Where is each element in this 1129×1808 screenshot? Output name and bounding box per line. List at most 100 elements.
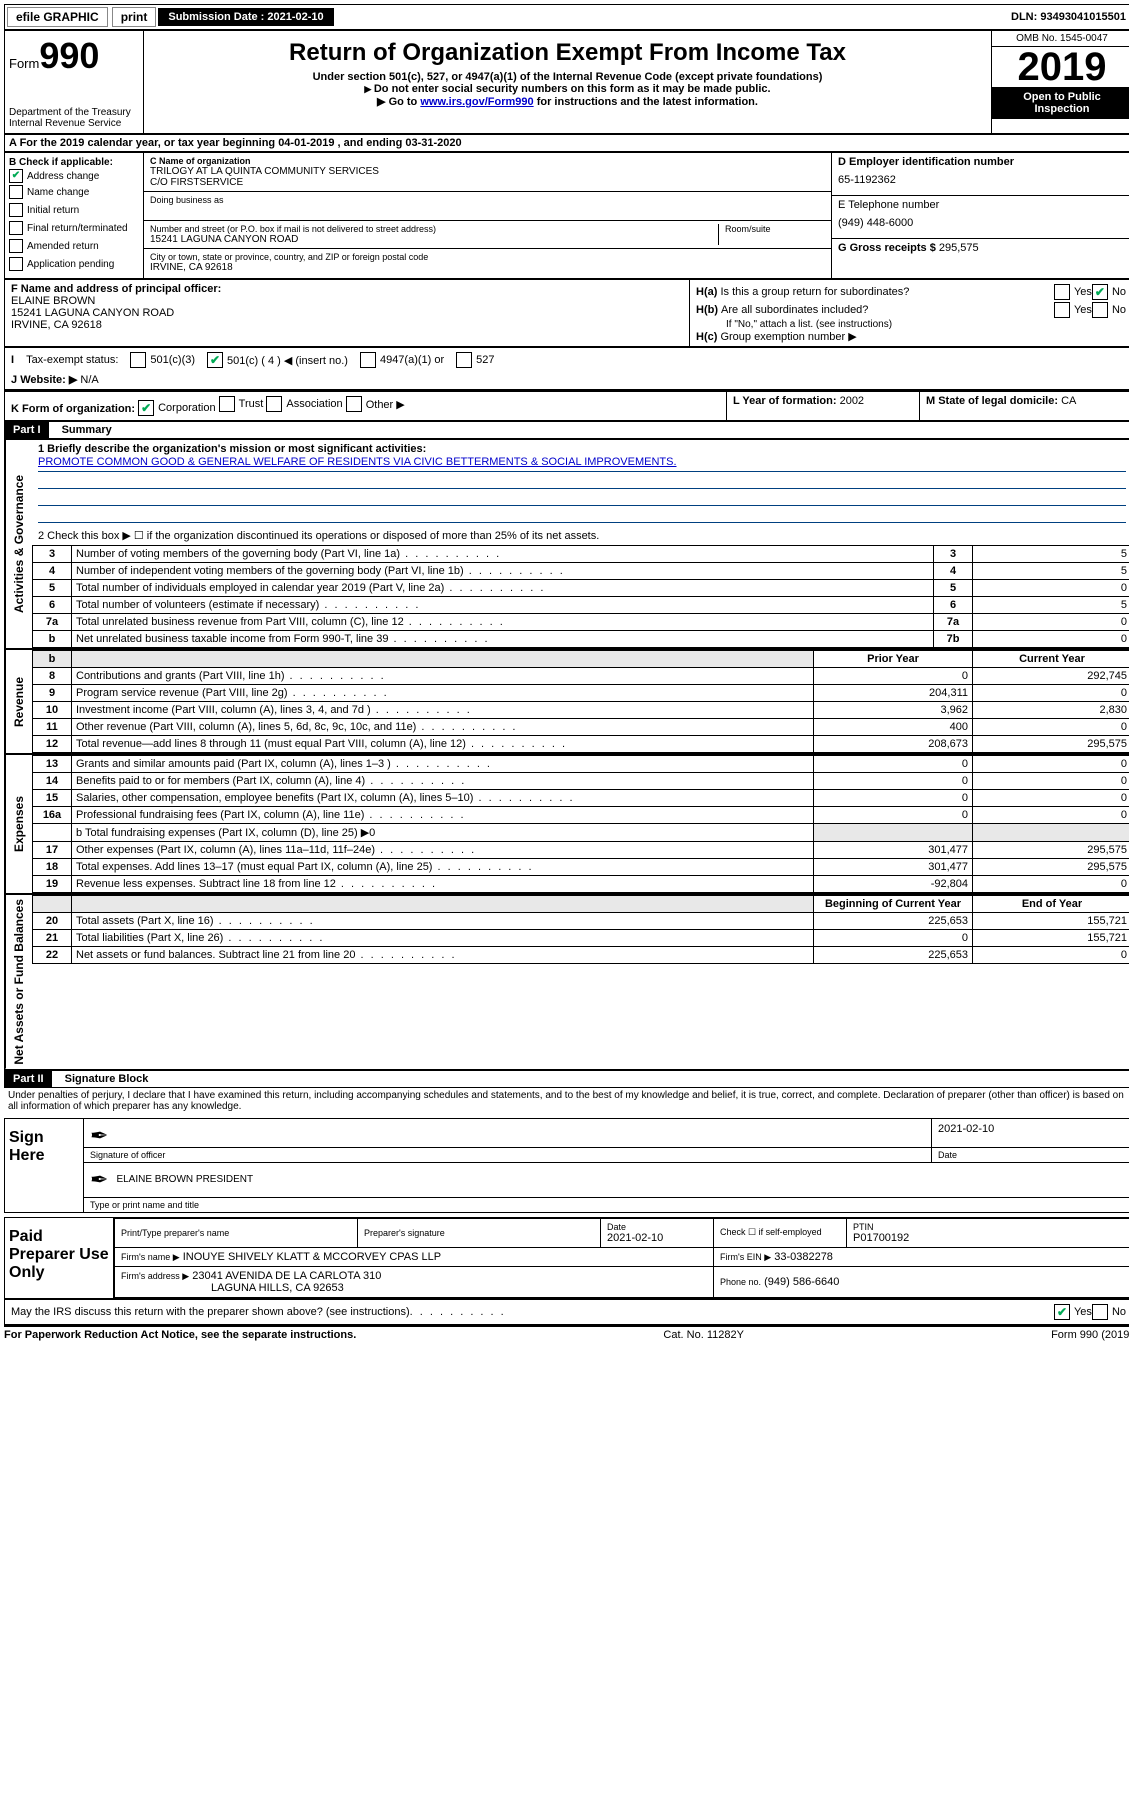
table-row: 15 Salaries, other compensation, employe…: [33, 790, 1129, 807]
gross-receipts-label: G Gross receipts $: [838, 242, 936, 254]
paperwork-notice: For Paperwork Reduction Act Notice, see …: [4, 1329, 356, 1341]
table-row: 13 Grants and similar amounts paid (Part…: [33, 756, 1129, 773]
table-row: 3 Number of voting members of the govern…: [33, 546, 1129, 563]
firm-addr1: 23041 AVENIDA DE LA CARLOTA 310: [192, 1270, 381, 1282]
chk-label: Yes: [1074, 1306, 1092, 1318]
chk-527[interactable]: 527: [456, 352, 494, 368]
section-b-label: B Check if applicable:: [9, 157, 139, 168]
k-label: K Form of organization:: [11, 403, 135, 415]
checkbox-icon: [130, 352, 146, 368]
expenses-table: 13 Grants and similar amounts paid (Part…: [32, 755, 1129, 893]
gross-receipts-value: 295,575: [939, 242, 979, 254]
table-row: 22 Net assets or fund balances. Subtract…: [33, 947, 1129, 964]
pen-icon: ✒: [90, 1167, 108, 1193]
status-website-row: I Tax-exempt status: 501(c)(3) 501(c) ( …: [4, 347, 1129, 391]
chk-initial-return[interactable]: Initial return: [9, 203, 79, 217]
prep-date-value: 2021-02-10: [607, 1232, 707, 1244]
chk-label: Address change: [27, 171, 99, 182]
form990-link[interactable]: www.irs.gov/Form990: [420, 96, 533, 108]
paid-preparer-section: Paid Preparer Use Only Print/Type prepar…: [4, 1217, 1129, 1299]
hb-yes[interactable]: Yes: [1054, 302, 1092, 318]
discuss-yes[interactable]: Yes: [1054, 1304, 1092, 1320]
page-footer: For Paperwork Reduction Act Notice, see …: [4, 1325, 1129, 1341]
exp-side-label: Expenses: [5, 755, 32, 893]
chk-label: No: [1112, 1306, 1126, 1318]
chk-501c[interactable]: 501(c) ( 4 ) ◀ (insert no.): [207, 352, 348, 368]
chk-label: Association: [286, 398, 342, 410]
chk-application-pending[interactable]: Application pending: [9, 257, 114, 271]
prior-year-header: Prior Year: [814, 651, 973, 668]
pen-icon: ✒: [90, 1123, 108, 1149]
firm-ein-label: Firm's EIN ▶: [720, 1252, 771, 1262]
revenue-table: b Prior Year Current Year 8 Contribution…: [32, 650, 1129, 753]
l-label: L Year of formation:: [733, 395, 837, 407]
checkbox-icon: [346, 396, 362, 412]
hb-note: If "No," attach a list. (see instruction…: [696, 319, 1126, 330]
officer-addr1: 15241 LAGUNA CANYON ROAD: [11, 307, 683, 319]
form-number: Form990: [9, 35, 139, 77]
tax-year: 2019: [992, 47, 1129, 87]
checkbox-icon: [1092, 302, 1108, 318]
tax-year-range: A For the 2019 calendar year, or tax yea…: [4, 134, 1129, 152]
goto-post: for instructions and the latest informat…: [534, 96, 758, 108]
efile-graphic-button[interactable]: efile GRAPHIC: [7, 7, 108, 27]
m-value: CA: [1061, 395, 1076, 407]
ein-value: 65-1192362: [838, 168, 1126, 192]
print-button[interactable]: print: [112, 7, 157, 27]
table-row: b Net unrelated business taxable income …: [33, 631, 1129, 648]
return-subtitle: Under section 501(c), 527, or 4947(a)(1)…: [148, 71, 987, 83]
org-care-of: C/O FIRSTSERVICE: [150, 177, 825, 188]
phone-value: (949) 448-6000: [838, 211, 1126, 235]
ha-no[interactable]: No: [1092, 284, 1126, 300]
ein-label: D Employer identification number: [838, 156, 1126, 168]
netassets-table: Beginning of Current Year End of Year 20…: [32, 895, 1129, 964]
chk-label: 4947(a)(1) or: [380, 354, 444, 366]
officer-name: ELAINE BROWN: [11, 295, 683, 307]
chk-corp[interactable]: Corporation: [138, 400, 215, 416]
chk-assoc[interactable]: Association: [266, 396, 342, 412]
street-address: 15241 LAGUNA CANYON ROAD: [150, 234, 718, 245]
chk-trust[interactable]: Trust: [219, 396, 264, 412]
chk-4947[interactable]: 4947(a)(1) or: [360, 352, 444, 368]
table-row: 19 Revenue less expenses. Subtract line …: [33, 876, 1129, 893]
net-side-label: Net Assets or Fund Balances: [5, 895, 32, 1069]
dept-treasury: Department of the Treasury: [9, 107, 139, 118]
table-row: 21 Total liabilities (Part X, line 26) 0…: [33, 930, 1129, 947]
tax-status-label: Tax-exempt status:: [26, 354, 118, 366]
ptin-value: P01700192: [853, 1232, 1125, 1244]
discuss-no[interactable]: No: [1092, 1304, 1126, 1320]
chk-label: 527: [476, 354, 494, 366]
chk-label: 501(c) ( 4 ) ◀ (insert no.): [227, 354, 348, 367]
entity-block: B Check if applicable: Address change Na…: [4, 152, 1129, 279]
chk-name-change[interactable]: Name change: [9, 185, 89, 199]
table-row: 12 Total revenue—add lines 8 through 11 …: [33, 736, 1129, 753]
part1-header-row: Part I Summary: [4, 421, 1129, 439]
open-public-badge: Open to Public Inspection: [992, 87, 1129, 119]
table-row: 8 Contributions and grants (Part VIII, l…: [33, 668, 1129, 685]
chk-label: Other ▶: [366, 398, 405, 411]
hb-no[interactable]: No: [1092, 302, 1126, 318]
phone-label: E Telephone number: [838, 199, 1126, 211]
table-row: Print/Type preparer's name Preparer's si…: [115, 1218, 1129, 1247]
goto-note: ▶ Go to www.irs.gov/Form990 for instruct…: [148, 95, 987, 108]
chk-label: Trust: [239, 398, 264, 410]
line2-text: 2 Check this box ▶ ☐ if the organization…: [32, 526, 1129, 545]
mission-text[interactable]: PROMOTE COMMON GOOD & GENERAL WELFARE OF…: [38, 456, 677, 468]
table-row: 4 Number of independent voting members o…: [33, 563, 1129, 580]
form-version: Form 990 (2019): [1051, 1329, 1129, 1341]
part1-badge: Part I: [5, 422, 49, 438]
chk-amended-return[interactable]: Amended return: [9, 239, 99, 253]
chk-label: Amended return: [27, 241, 99, 252]
checkbox-icon: [456, 352, 472, 368]
chk-other[interactable]: Other ▶: [346, 396, 405, 412]
hc-label: Group exemption number ▶: [720, 331, 856, 343]
ha-yes[interactable]: Yes: [1054, 284, 1092, 300]
klm-row: K Form of organization: Corporation Trus…: [4, 391, 1129, 421]
prep-name-label: Print/Type preparer's name: [121, 1228, 351, 1238]
chk-501c3[interactable]: 501(c)(3): [130, 352, 195, 368]
chk-final-return[interactable]: Final return/terminated: [9, 221, 128, 235]
part2-title: Signature Block: [55, 1073, 149, 1085]
chk-address-change[interactable]: Address change: [9, 169, 99, 183]
part1-title: Summary: [52, 424, 112, 436]
checkbox-icon: [207, 352, 223, 368]
